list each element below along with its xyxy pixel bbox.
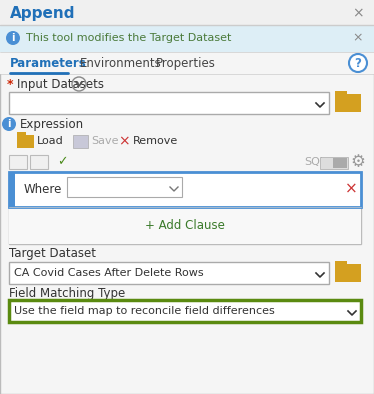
Bar — [333, 158, 347, 168]
Bar — [0, 25, 374, 52]
Bar — [17, 135, 34, 148]
Text: Expression: Expression — [20, 117, 84, 130]
Bar — [17, 132, 26, 137]
Text: ×: × — [352, 6, 364, 20]
Text: + Add Clause: + Add Clause — [145, 219, 225, 232]
Text: ×: × — [118, 134, 130, 148]
Bar — [73, 135, 88, 148]
Bar — [320, 157, 348, 169]
Text: Append: Append — [10, 6, 76, 20]
Bar — [9, 155, 27, 169]
Text: Load: Load — [37, 136, 64, 146]
Bar — [30, 155, 48, 169]
Bar — [335, 94, 361, 112]
Bar — [9, 172, 361, 207]
Bar — [335, 261, 347, 266]
Text: Properties: Properties — [156, 56, 216, 69]
Text: i: i — [11, 33, 15, 43]
Text: Parameters: Parameters — [10, 56, 87, 69]
Text: ?: ? — [355, 56, 361, 69]
Bar — [0, 0, 374, 25]
Bar — [0, 52, 374, 74]
Bar — [335, 91, 347, 96]
Text: i: i — [7, 119, 11, 129]
Text: CA Covid Cases After Delete Rows: CA Covid Cases After Delete Rows — [14, 268, 203, 278]
Text: ⚙: ⚙ — [350, 153, 365, 171]
Circle shape — [6, 31, 20, 45]
Text: Input Datasets: Input Datasets — [17, 78, 104, 91]
Bar — [9, 300, 361, 322]
Bar — [9, 262, 329, 284]
Text: ×: × — [344, 182, 358, 197]
Text: Field Matching Type: Field Matching Type — [9, 286, 125, 299]
Text: Remove: Remove — [133, 136, 178, 146]
Text: Save: Save — [91, 136, 119, 146]
Text: Select a field: Select a field — [72, 182, 140, 192]
Text: Where: Where — [24, 182, 62, 195]
Text: SQL: SQL — [304, 157, 326, 167]
Text: This tool modifies the Target Dataset: This tool modifies the Target Dataset — [26, 33, 232, 43]
Bar — [9, 207, 361, 244]
Text: *: * — [7, 78, 13, 91]
Text: ×: × — [353, 32, 363, 45]
Text: Environments: Environments — [80, 56, 162, 69]
Text: ✓: ✓ — [57, 156, 67, 169]
Bar — [9, 92, 329, 114]
Bar — [9, 172, 15, 207]
Bar — [9, 172, 361, 244]
Text: Use the field map to reconcile field differences: Use the field map to reconcile field dif… — [14, 306, 275, 316]
Circle shape — [349, 54, 367, 72]
Bar — [67, 177, 182, 197]
Bar — [335, 264, 361, 282]
Circle shape — [2, 117, 16, 131]
Text: Target Dataset: Target Dataset — [9, 247, 96, 260]
